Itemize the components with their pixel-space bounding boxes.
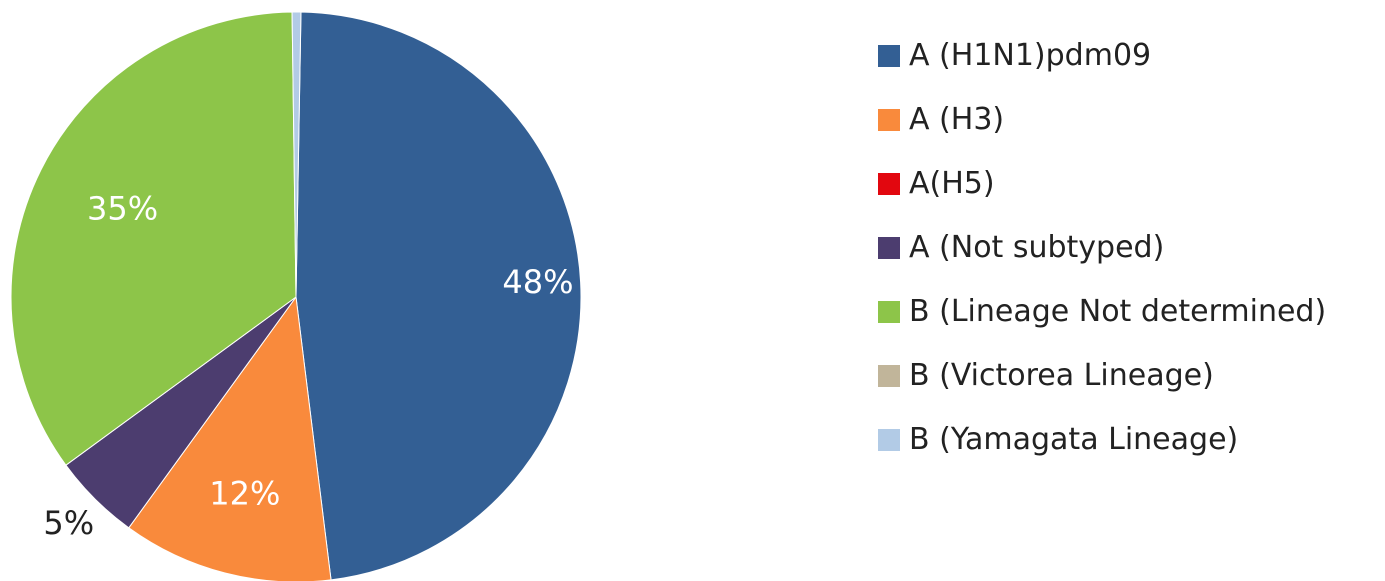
data-label-4: 5%	[43, 504, 94, 542]
legend-swatch	[878, 237, 900, 259]
pie-plot: 48% 12% 5% 35%	[10, 11, 582, 581]
legend-item: A (H3)	[878, 88, 1378, 152]
data-label-5: 35%	[87, 189, 158, 227]
legend-swatch	[878, 301, 900, 323]
legend-item: A (H1N1)pdm09	[878, 24, 1378, 88]
legend-item: A(H5)	[878, 152, 1378, 216]
legend-label: B (Lineage Not determined)	[909, 294, 1327, 329]
data-label-1: 48%	[502, 263, 573, 301]
pie-slice-7	[291, 11, 302, 298]
pie-slices	[10, 11, 582, 581]
data-label-2: 12%	[209, 475, 280, 513]
legend: A (H1N1)pdm09 A (H3) A(H5) A (Not subtyp…	[878, 24, 1378, 472]
legend-label: A (H1N1)pdm09	[909, 38, 1152, 73]
legend-swatch	[878, 109, 900, 131]
legend-label: A (Not subtyped)	[909, 230, 1165, 265]
pie-slice-1	[295, 11, 582, 581]
pie-data-labels: 48% 12% 5% 35%	[43, 189, 573, 542]
legend-item: B (Lineage Not determined)	[878, 280, 1378, 344]
legend-swatch	[878, 45, 900, 67]
pie-slice-5	[10, 11, 297, 466]
legend-label: B (Yamagata Lineage)	[909, 422, 1239, 457]
legend-swatch	[878, 365, 900, 387]
legend-item: A (Not subtyped)	[878, 216, 1378, 280]
legend-swatch	[878, 173, 900, 195]
legend-item: B (Yamagata Lineage)	[878, 408, 1378, 472]
pie-slice-2	[128, 295, 332, 581]
legend-item: B (Victorea Lineage)	[878, 344, 1378, 408]
legend-swatch	[878, 429, 900, 451]
legend-label: B (Victorea Lineage)	[909, 358, 1214, 393]
legend-label: A(H5)	[909, 166, 995, 201]
legend-label: A (H3)	[909, 102, 1005, 137]
